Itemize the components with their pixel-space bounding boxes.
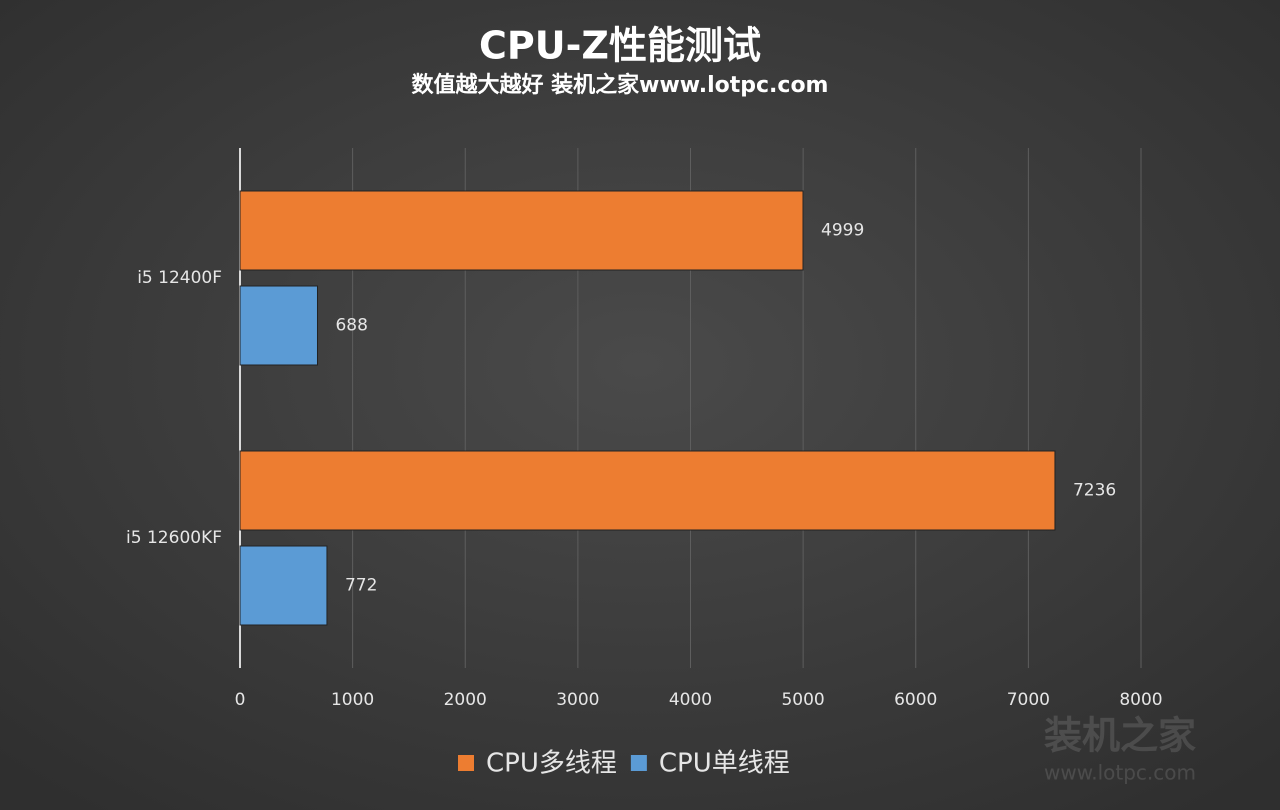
x-tick-label: 6000	[894, 690, 937, 710]
legend-swatch	[458, 755, 474, 771]
value-label: 7236	[1073, 481, 1116, 501]
watermark: 装机之家	[1044, 714, 1196, 758]
x-tick-label: 4000	[669, 690, 712, 710]
legend-label: CPU单线程	[659, 749, 790, 779]
y-tick-label: i5 12400F	[137, 268, 222, 288]
bar	[239, 190, 804, 271]
bar	[239, 450, 1056, 531]
x-tick-label: 2000	[444, 690, 487, 710]
x-tick-label: 3000	[556, 690, 599, 710]
value-label: 4999	[821, 221, 864, 241]
legend-label: CPU多线程	[486, 749, 617, 779]
value-label: 688	[335, 316, 367, 336]
x-tick-label: 7000	[1007, 690, 1050, 710]
chart-title: CPU-Z性能测试	[479, 24, 761, 68]
legend-swatch	[630, 755, 647, 771]
x-tick-label: 5000	[781, 690, 824, 710]
bar	[239, 545, 328, 626]
x-tick-label: 1000	[331, 690, 374, 710]
x-tick-label: 8000	[1119, 690, 1162, 710]
chart-subtitle: 数值越大越好 装机之家www.lotpc.com	[412, 72, 829, 98]
watermark-url: www.lotpc.com	[1044, 761, 1196, 785]
x-tick-label: 0	[235, 690, 246, 710]
y-tick-label: i5 12600KF	[126, 528, 222, 548]
bar	[239, 285, 318, 366]
value-label: 772	[345, 576, 377, 596]
